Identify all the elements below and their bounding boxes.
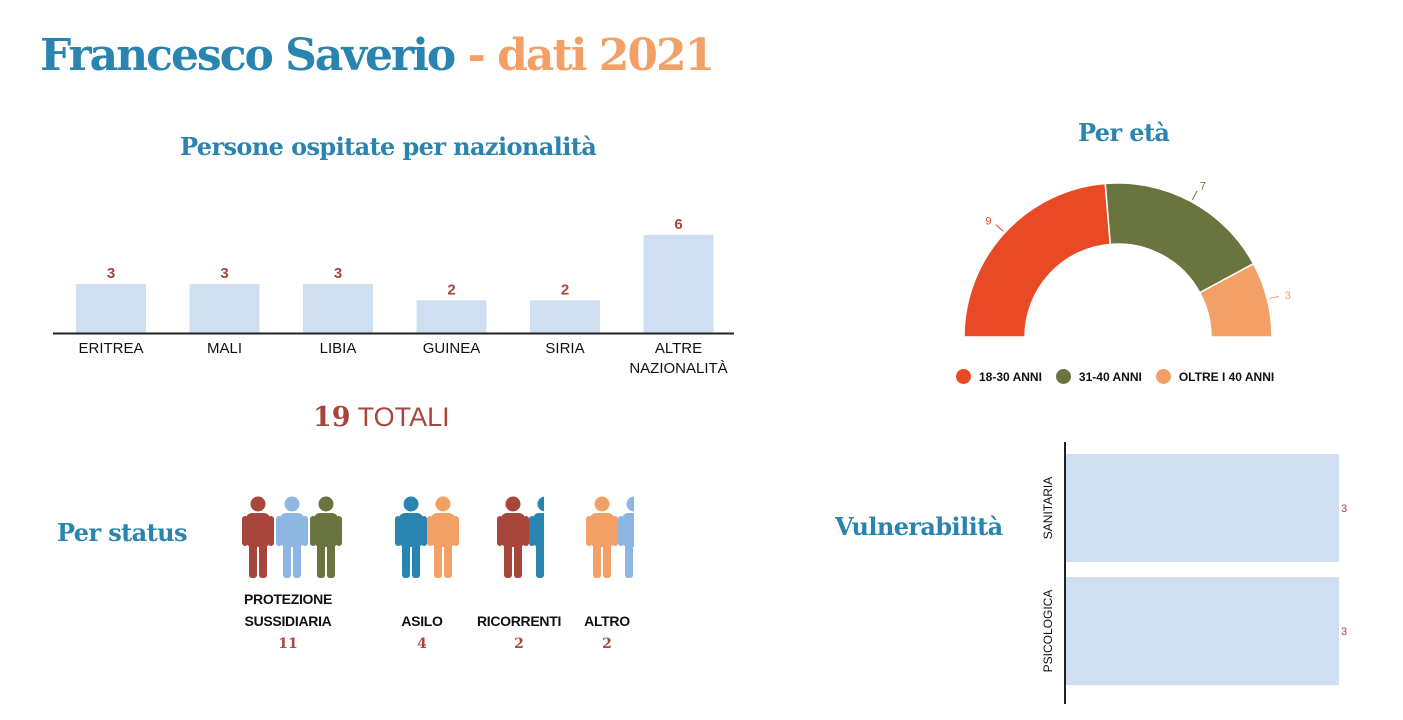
nationality-value-label-1: 3 [220, 265, 228, 282]
status-icons-1 [393, 496, 999, 586]
person-icon [395, 496, 427, 585]
status-count-0: 11 [278, 636, 298, 652]
total-count: 19 TOTALI [313, 402, 450, 433]
vulnerability-value-label-1: 3 [1341, 626, 1347, 638]
total-label: TOTALI [357, 402, 450, 432]
age-legend-item-2: OLTRE I 40 ANNI [1155, 369, 1275, 384]
age-legend-item-0: 18-30 ANNI [956, 369, 1042, 384]
status-icons-0 [240, 496, 999, 586]
status-count-1: 4 [417, 636, 427, 652]
legend-dot-icon [956, 369, 971, 384]
nationality-category-label-4: SIRIA [545, 340, 584, 357]
vulnerability-bar-1 [1066, 577, 1339, 685]
vulnerability-bar-0 [1066, 454, 1339, 562]
person-icon [276, 496, 308, 585]
person-icon [529, 496, 544, 585]
status-label-0: PROTEZIONE SUSSIDIARIA [243, 591, 332, 629]
status-label-3: ALTRO [584, 613, 630, 629]
status-count-2: 2 [514, 636, 524, 652]
age-slice-0 [963, 182, 1112, 338]
nationality-bar-2 [303, 284, 373, 333]
nationality-bar-4 [530, 300, 600, 333]
nationality-value-label-3: 2 [447, 281, 455, 298]
status-title: Per status [57, 518, 187, 547]
age-semi-donut-chart: 9 7 3 [963, 181, 1291, 338]
age-legend-label-2: OLTRE I 40 ANNI [1178, 369, 1275, 384]
vulnerability-category-label-0: SANITARIA [1041, 477, 1055, 539]
vulnerability-title: Vulnerabilità [835, 512, 1003, 541]
total-number: 19 [313, 402, 351, 433]
age-legend: 18-30 ANNI 31-40 ANNI OLTRE I 40 ANNI [956, 369, 1288, 389]
nationality-category-label-1: MALI [207, 340, 242, 357]
status-icons-3 [584, 496, 634, 586]
status-icons-2 [495, 496, 544, 586]
nationality-value-label-0: 3 [107, 265, 115, 282]
nationality-value-label-2: 3 [334, 265, 342, 282]
age-leader-line-1 [1191, 190, 1198, 201]
title-main: Francesco Saverio [40, 30, 456, 81]
nationality-category-label-5: ALTRE NAZIONALITÀ [629, 340, 727, 377]
nationality-category-label-2: LIBIA [320, 340, 357, 357]
nationality-value-label-4: 2 [561, 281, 569, 298]
age-leader-line-2 [1269, 295, 1280, 300]
age-value-label-0: 9 [985, 216, 991, 228]
age-legend-label-0: 18-30 ANNI [979, 369, 1042, 384]
vulnerability-category-label-1: PSICOLOGICA [1041, 590, 1055, 673]
title-accent: dati 2021 [497, 30, 715, 81]
status-label-1: ASILO [401, 613, 443, 629]
nationality-category-label-0: ERITREA [78, 340, 143, 357]
person-icon [586, 496, 618, 585]
age-legend-label-1: 31-40 ANNI [1078, 369, 1142, 384]
person-icon [497, 496, 529, 585]
nationality-title: Persone ospitate per nazionalità [180, 132, 597, 161]
age-title: Per età [1078, 118, 1170, 147]
person-icon [427, 496, 459, 585]
legend-dot-icon [1155, 369, 1171, 384]
legend-dot-icon [1055, 369, 1071, 384]
status-count-3: 2 [602, 636, 612, 652]
age-value-label-2: 3 [1285, 290, 1291, 302]
age-leader-line-0 [995, 224, 1004, 232]
nationality-bar-1 [189, 284, 260, 333]
person-icon [310, 496, 342, 585]
vulnerability-bar-chart: 3 SANITARIA 3 PSICOLOGICA [1041, 442, 1347, 704]
person-icon [618, 496, 634, 585]
age-slice-2 [1198, 262, 1273, 338]
age-legend-item-1: 31-40 ANNI [1055, 369, 1142, 384]
person-icon [242, 496, 274, 585]
nationality-bar-3 [416, 300, 487, 333]
nationality-category-label-3: GUINEA [423, 340, 481, 357]
nationality-bar-5 [643, 235, 714, 333]
page-title: Francesco Saverio - dati 2021 [40, 30, 715, 81]
nationality-value-label-5: 6 [674, 216, 682, 233]
status-label-2: RICORRENTI [476, 613, 562, 629]
nationality-bar-0 [76, 284, 146, 333]
age-value-label-1: 7 [1200, 181, 1206, 193]
title-separator: - [454, 30, 498, 81]
nationality-bar-chart: 3 ERITREA 3 MALI 3 LIBIA 2 GUINEA 2 SIRIA 6 ALTRE NA… [53, 216, 734, 377]
vulnerability-value-label-0: 3 [1341, 503, 1347, 515]
